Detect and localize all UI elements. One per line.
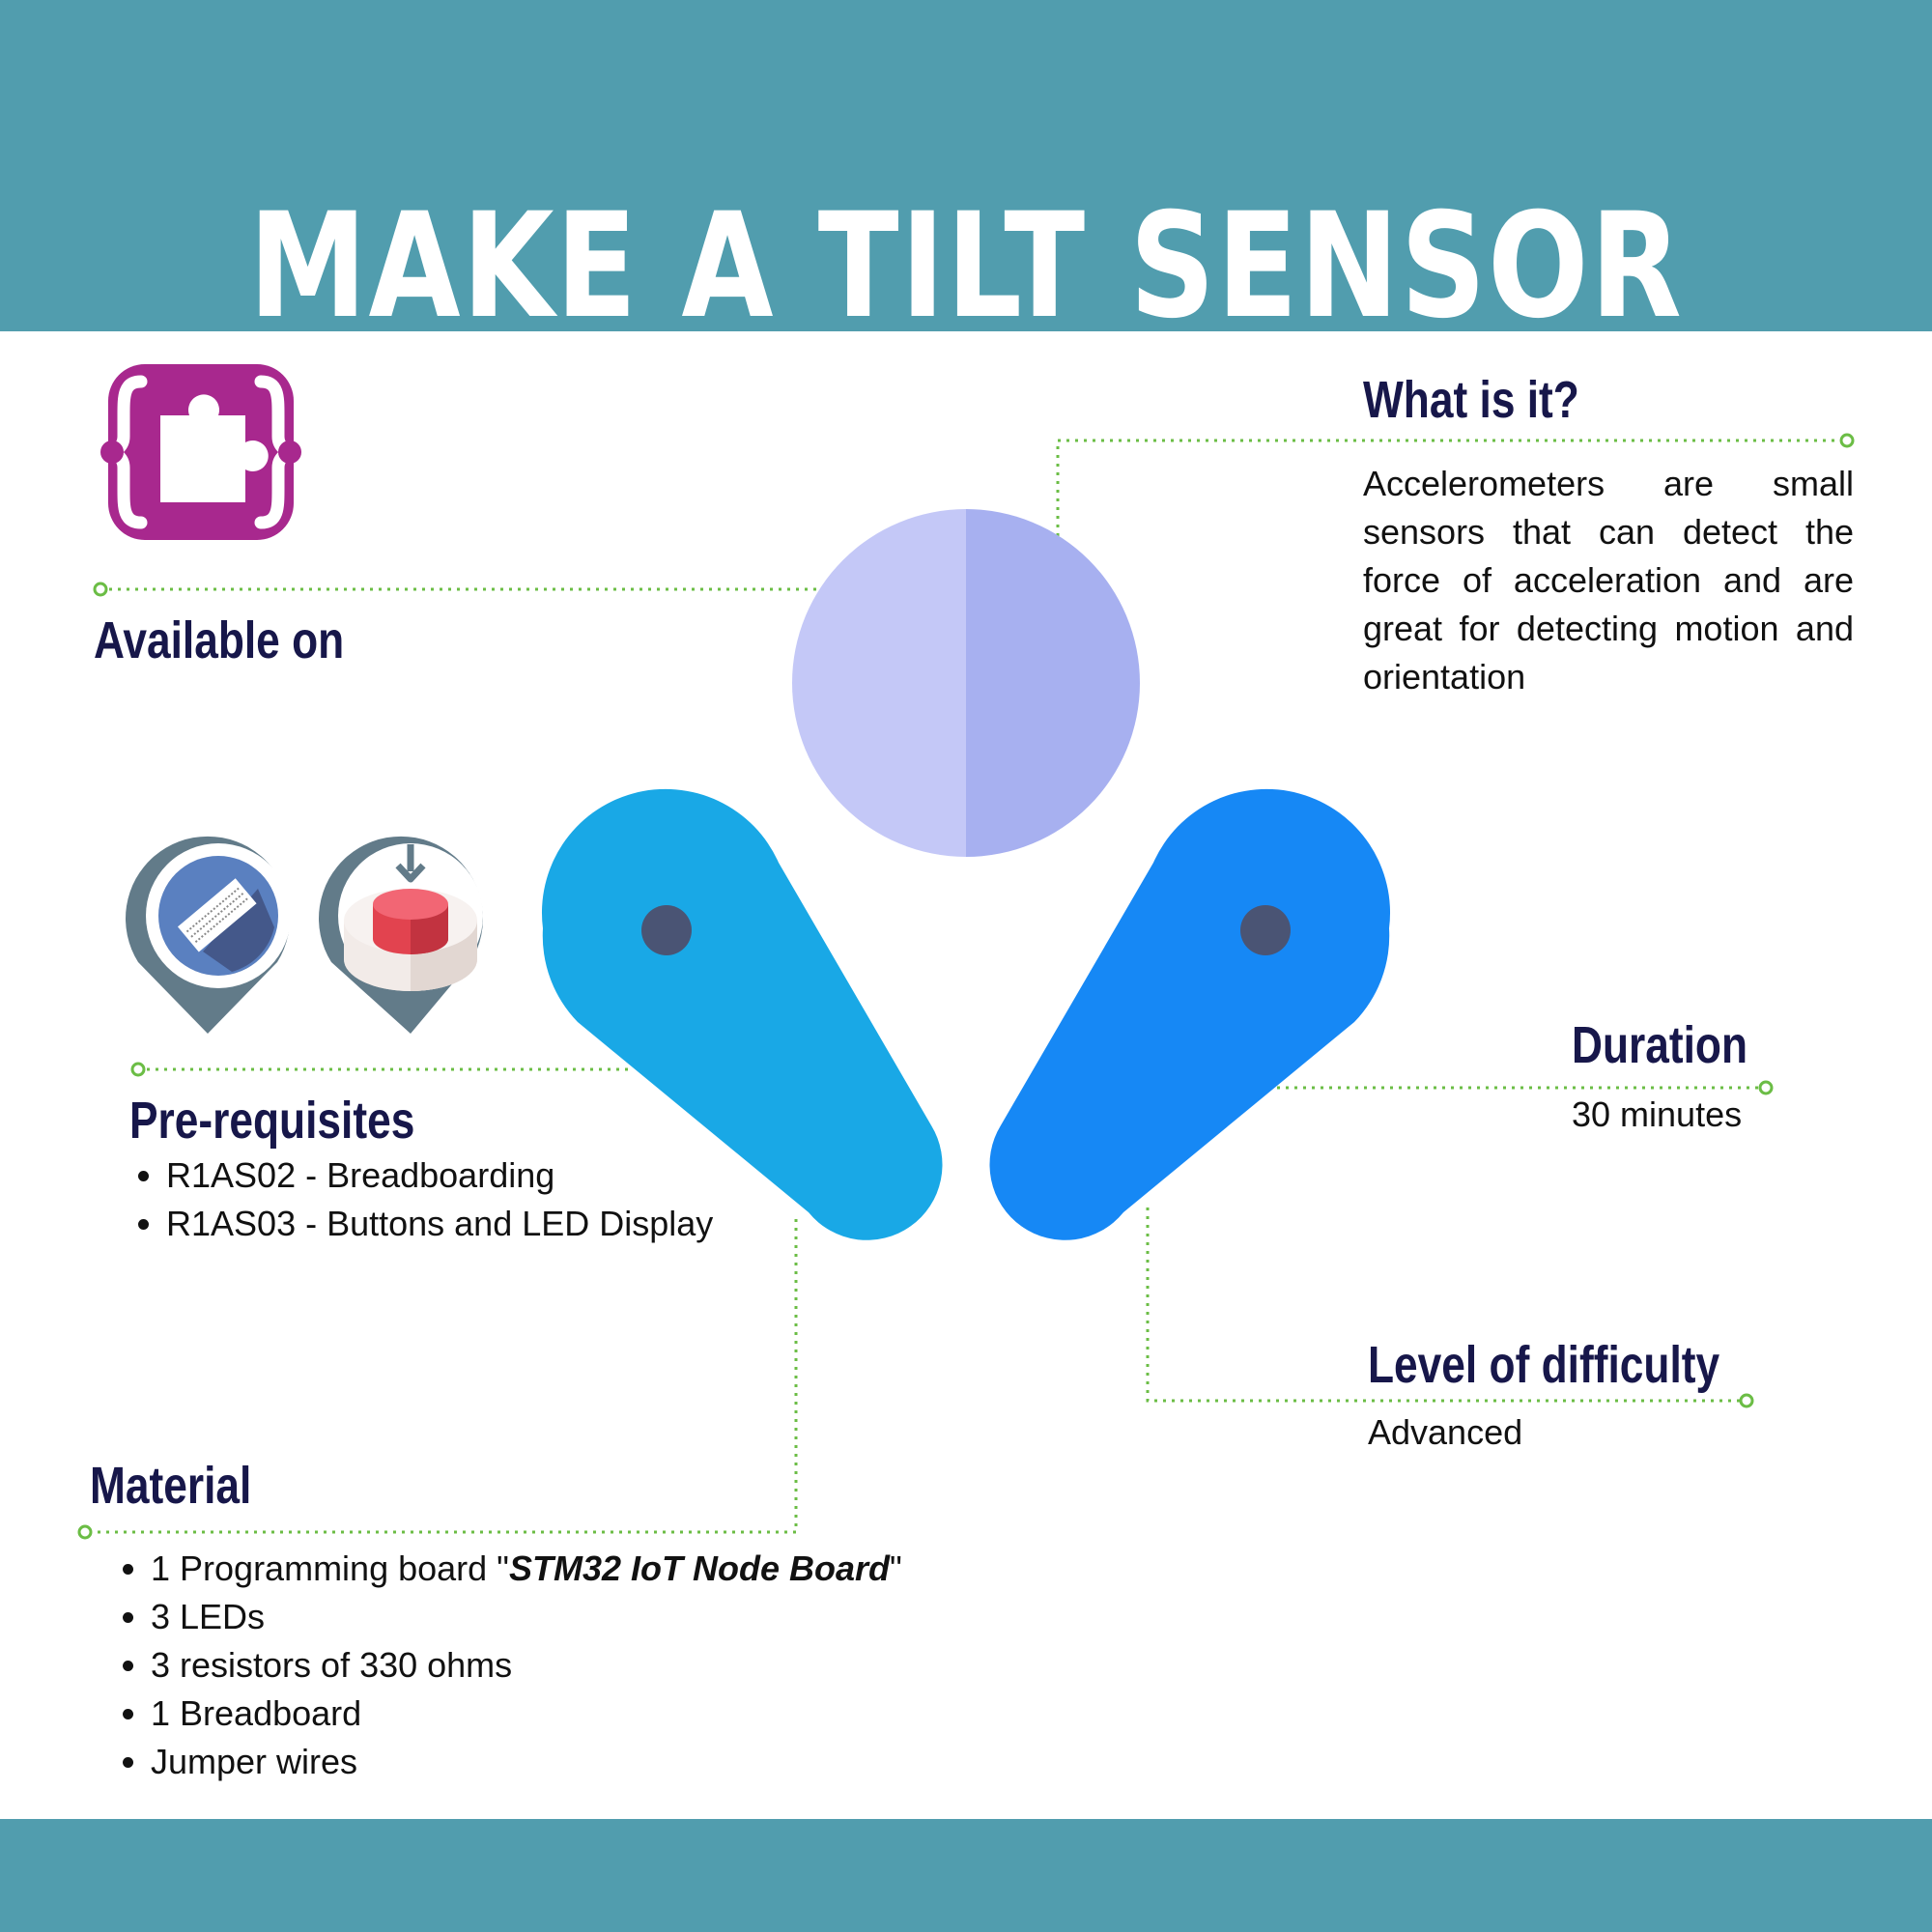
connector-dot	[1758, 1080, 1774, 1095]
bottom-banner	[0, 1819, 1932, 1932]
list-item: 1 Breadboard	[151, 1690, 902, 1738]
list-item: R1AS03 - Buttons and LED Display	[166, 1200, 713, 1248]
list-item: R1AS02 - Breadboarding	[166, 1151, 713, 1200]
pivot-left	[641, 905, 692, 955]
connector-dot	[93, 582, 108, 597]
push-button-icon	[319, 836, 483, 1034]
duration-heading: Duration	[1572, 1016, 1748, 1074]
connector-dot	[1739, 1393, 1754, 1408]
board-name: STM32 IoT Node Board	[508, 1548, 890, 1588]
sensor-circle-left	[792, 509, 966, 857]
material-item-suffix: "	[889, 1548, 902, 1588]
connector-material	[85, 1219, 798, 1534]
list-item: Jumper wires	[151, 1738, 902, 1786]
sensor-handle-right	[989, 788, 1391, 1240]
sensor-circle-right	[966, 509, 1140, 857]
difficulty-value: Advanced	[1368, 1412, 1523, 1452]
list-item: 1 Programming board "STM32 IoT Node Boar…	[151, 1545, 902, 1593]
page-title: MAKE A TILT SENSOR	[248, 182, 1684, 351]
list-item: 3 LEDs	[151, 1593, 902, 1641]
material-heading: Material	[90, 1457, 252, 1515]
connector-dot	[130, 1062, 146, 1077]
tilt-sensor-illustration	[541, 509, 1391, 1240]
connector-dot	[77, 1524, 93, 1540]
list-item: 3 resistors of 330 ohms	[151, 1641, 902, 1690]
prerequisites-heading: Pre-requisites	[129, 1092, 415, 1150]
puzzle-braces-icon	[100, 364, 301, 540]
connector-difficulty	[1146, 1208, 1747, 1403]
connector-dot	[1839, 433, 1855, 448]
connector-what-is-it	[1056, 439, 1847, 536]
difficulty-heading: Level of difficulty	[1368, 1336, 1720, 1394]
duration-value: 30 minutes	[1572, 1094, 1743, 1134]
pivot-right	[1240, 905, 1291, 955]
available-on-heading: Available on	[94, 611, 345, 669]
material-list: 1 Programming board "STM32 IoT Node Boar…	[114, 1545, 902, 1786]
material-item-prefix: 1 Programming board "	[151, 1548, 509, 1588]
what-is-it-heading: What is it?	[1363, 371, 1579, 429]
what-is-it-description: Accelerometers are small sensors that ca…	[1363, 464, 1854, 696]
top-banner	[0, 0, 1932, 331]
sensor-handle-left	[541, 788, 943, 1240]
prerequisites-list: R1AS02 - Breadboarding R1AS03 - Buttons …	[129, 1151, 713, 1248]
breadboard-icon	[126, 836, 291, 1034]
